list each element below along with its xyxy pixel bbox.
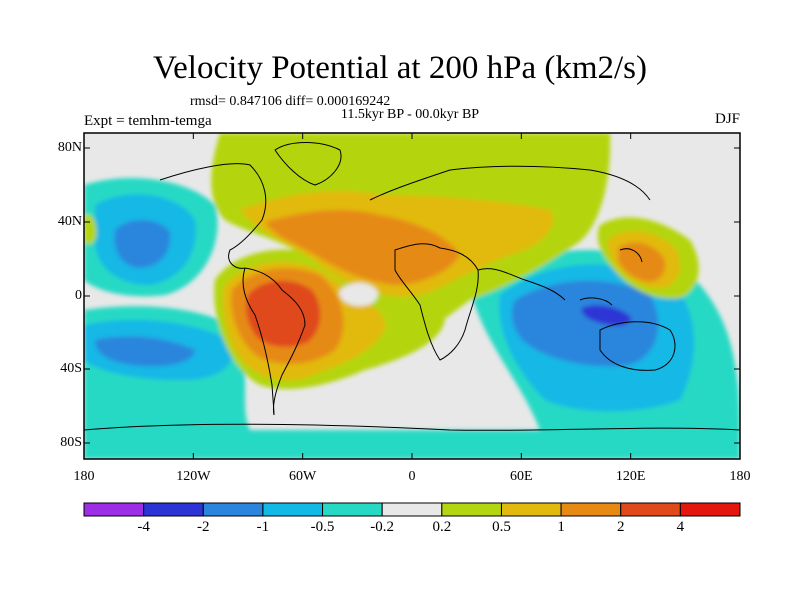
contour-red-samerica	[246, 280, 321, 347]
coast-south-america-east	[244, 267, 306, 416]
contour-blue-spacific	[95, 336, 195, 367]
contour-orange-wpacific	[618, 242, 666, 282]
lat-label: 80N	[57, 140, 82, 155]
contour-fills	[84, 133, 740, 459]
coast-eurasia-north	[369, 165, 651, 201]
colorbar-swatch	[679, 502, 741, 517]
contour-orange-eurasia	[265, 210, 460, 285]
colorbar-label: -0.5	[310, 519, 335, 535]
colorbar-label: -1	[256, 519, 270, 535]
lat-ticks	[84, 147, 740, 444]
experiment-label: Expt = temhm-temga	[84, 113, 212, 129]
colorbar-label: 0.2	[432, 519, 452, 535]
lon-label: 0	[408, 469, 416, 484]
colorbar-label: 4	[676, 519, 685, 535]
map-title: Velocity Potential at 200 hPa (km2/s)	[152, 50, 648, 86]
lon-ticks	[83, 133, 741, 459]
contour-neutral-atlantic	[339, 282, 378, 306]
colorbar-swatch	[381, 502, 443, 517]
period-text: 11.5kyr BP - 00.0kyr BP	[340, 107, 480, 122]
lat-label: 40N	[57, 214, 82, 229]
coast-indonesia	[579, 297, 613, 306]
contour-darkblue-indian	[581, 305, 632, 326]
coast-africa	[394, 243, 479, 361]
contour-blue-indian	[511, 280, 659, 367]
contour-blue-npacific	[114, 220, 171, 268]
lat-label: 0	[75, 288, 82, 303]
colorbar-swatch	[83, 502, 145, 517]
stats-text: rmsd= 0.847106 diff= 0.000169242	[190, 94, 391, 109]
colorbar-swatch	[441, 502, 502, 517]
lon-label: 120W	[176, 469, 211, 484]
coast-philippines	[619, 248, 643, 263]
lon-label: 60E	[510, 469, 533, 484]
lon-label: 120E	[615, 469, 646, 484]
colorbar-label: -0.2	[370, 519, 395, 535]
colorbar-swatch	[560, 502, 622, 517]
lon-label: 180	[73, 469, 95, 484]
lon-label: 180	[729, 469, 751, 484]
colorbar-label: -2	[197, 519, 210, 535]
colorbar	[83, 502, 741, 517]
map-plot-area	[84, 133, 740, 459]
lat-label: 40S	[60, 361, 82, 376]
coastlines	[84, 142, 740, 431]
colorbar-label: 2	[616, 519, 625, 535]
colorbar-swatch	[500, 502, 562, 517]
colorbar-label: -4	[137, 519, 150, 535]
lon-label: 60W	[289, 469, 317, 484]
lat-label: 80S	[60, 435, 82, 450]
colorbar-swatch	[143, 502, 204, 517]
coast-australia	[599, 321, 676, 371]
coast-antarctica	[84, 423, 740, 431]
coast-north-america	[159, 163, 267, 269]
coast-south-america-west	[242, 267, 275, 416]
colorbar-swatch	[262, 502, 324, 517]
coast-south-asia	[477, 268, 566, 301]
colorbar-swatch	[322, 502, 383, 517]
colorbar-swatch	[202, 502, 264, 517]
colorbar-label: 1	[557, 519, 565, 535]
season-label: DJF	[714, 111, 740, 127]
colorbar-label: 0.5	[492, 519, 511, 535]
coast-greenland	[274, 142, 342, 186]
colorbar-swatch	[620, 502, 681, 517]
